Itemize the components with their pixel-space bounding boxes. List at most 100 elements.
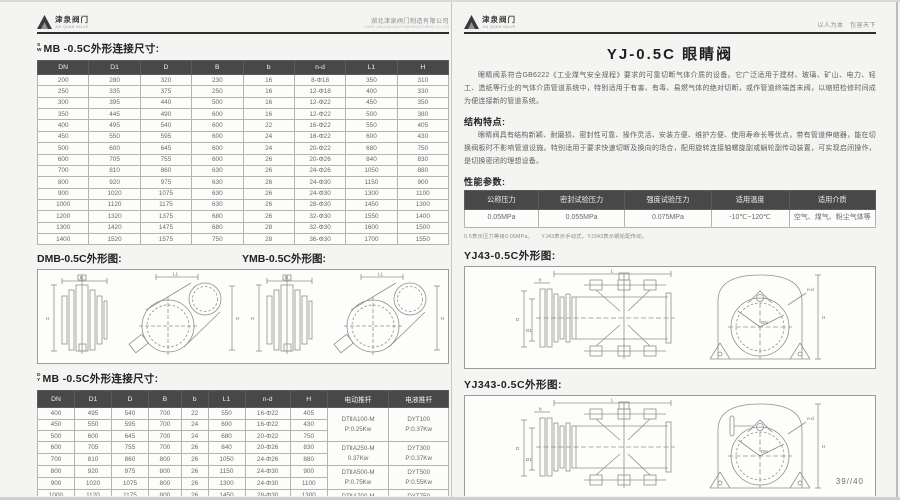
table-cell: 1300: [345, 187, 398, 200]
column-header: n-d: [293, 60, 347, 75]
table-cell: 900: [37, 477, 75, 491]
table-cell: 705: [88, 153, 141, 166]
table-cell: 350: [396, 96, 449, 110]
header-rule: [464, 32, 876, 34]
table-row: 1400 1520 1575 750 28 36-Φ30 1700 1550: [37, 233, 449, 246]
table-cell: 250: [37, 85, 90, 98]
table-cell: 755: [139, 153, 193, 166]
table-row: 300 395 440 500 16 12-Φ22 450 350: [37, 96, 449, 110]
table-row: 800 920 975 630 26 24-Φ30 1150 900: [37, 176, 449, 189]
table-cell: 800: [147, 453, 182, 467]
actuator-cell: DYT750P:0.75Kw: [388, 489, 449, 496]
table-cell: 1550: [345, 210, 398, 223]
company-name: 湖北津泉阀门制造有限公司: [370, 19, 449, 25]
table-cell: 8-Φ18: [293, 73, 347, 87]
table-cell: 空气、煤气、粉尘气体等: [788, 208, 876, 228]
actuator-cell: DTⅡA500-M P:0.75Kw: [326, 465, 390, 491]
table-cell: 1300: [396, 198, 449, 212]
table-cell: 680: [191, 210, 244, 223]
table-cell: 24: [242, 130, 295, 144]
dim-label: H: [251, 316, 254, 321]
page-divider: [451, 2, 452, 497]
table-cell: 1300: [37, 221, 90, 235]
table-cell: 26: [180, 477, 209, 491]
table-cell: 450: [37, 418, 75, 432]
dmb-diagram-title: DMB-0.5C外形图:: [37, 253, 122, 266]
table-cell: 680: [191, 221, 244, 235]
table-cell: 1075: [110, 477, 149, 491]
dim-label: DN: [761, 449, 768, 454]
table-cell: 600: [37, 441, 75, 455]
table-cell: 800: [147, 477, 182, 491]
table-cell: 800: [37, 176, 90, 189]
table-row: 500 600 645 700 24 680 20-Φ22 750: [37, 430, 449, 443]
table-row: 800 920 975 800 26 1150 24-Φ30 900 DTⅡA500-M P:0.…: [37, 465, 449, 491]
table-cell: 400: [345, 85, 398, 98]
table-cell: 900: [396, 176, 449, 189]
dim-label: L: [611, 397, 614, 402]
table-cell: 32-Φ30: [293, 210, 347, 223]
column-header: B: [191, 60, 244, 75]
column-header: D1: [73, 390, 112, 409]
table-cell: 405: [396, 119, 449, 132]
table-cell: 800: [37, 465, 75, 479]
table-cell: 1475: [139, 221, 193, 235]
mb-outline-drawing: B H L1 H B H L1 H: [46, 272, 444, 356]
column-header: 电动推杆: [326, 390, 390, 409]
table-cell: 600: [191, 119, 244, 132]
table-cell: 1600: [345, 221, 398, 235]
table-cell: 1100: [396, 187, 449, 200]
brand-name: 津泉阀门: [482, 15, 516, 24]
mb-outline-drawing-box: B H L1 H B H L1 H: [37, 269, 449, 365]
title-prefix-top: S: [37, 42, 41, 48]
column-header: D: [139, 60, 193, 75]
title-prefix-bottom: W: [37, 47, 42, 53]
features-heading: 结构特点:: [464, 116, 506, 127]
table-cell: 26: [242, 153, 295, 166]
left-page: 津泉阀门 JIN QUAN VALVE 湖北津泉阀门制造有限公司 HUBEI J…: [37, 10, 449, 496]
column-header: L1: [207, 390, 246, 409]
table-row: 200 280 320 230 16 8-Φ18 350 310: [37, 73, 449, 87]
table-cell: 880: [289, 453, 328, 467]
table-cell: 350: [37, 108, 90, 121]
table-cell: 1150: [345, 176, 398, 189]
table-cell: 26: [242, 164, 295, 178]
table-cell: 830: [396, 153, 449, 166]
table-cell: 1120: [88, 198, 141, 212]
yj343-outline-drawing: L b D D1 DN n-d H: [516, 397, 825, 489]
table-cell: 450: [345, 96, 398, 110]
table-cell: 0.075MPa: [624, 208, 712, 228]
column-header: 电液推杆: [388, 390, 449, 409]
table-cell: 395: [88, 96, 141, 110]
table-cell: 630: [191, 187, 244, 200]
dim-label: H: [822, 444, 825, 449]
column-header: 密封试验压力: [537, 189, 626, 210]
table-cell: 1300: [289, 489, 328, 496]
table-cell: 16: [242, 96, 295, 110]
table-cell: 280: [88, 73, 141, 87]
table-cell: 1520: [88, 233, 141, 246]
dim-label: n-d: [807, 287, 814, 292]
table-cell: 800: [147, 465, 182, 479]
table-cell: 310: [396, 73, 449, 87]
column-header: 适用温度: [710, 189, 790, 210]
table-cell: 600: [207, 418, 246, 432]
table-cell: 12-Φ22: [293, 108, 347, 121]
table-cell: 24-Φ26: [244, 453, 291, 467]
table-cell: 28: [242, 221, 295, 235]
performance-params-table: 公称压力 密封试验压力 强度试验压力 适用温度 适用介质 0.05MPa 0.055MPa 0…: [464, 189, 876, 228]
column-header: n-d: [244, 390, 291, 409]
table-cell: 250: [191, 85, 244, 98]
params-heading: 性能参数:: [464, 176, 506, 187]
table-cell: 1120: [73, 489, 112, 496]
table-cell: 26: [180, 441, 209, 455]
table-cell: 1000: [37, 489, 75, 496]
dim-label: B: [80, 275, 83, 280]
table-cell: 1420: [88, 221, 141, 235]
brand-name-en: JIN QUAN VALVE: [482, 25, 516, 29]
table-cell: 900: [289, 465, 328, 479]
actuator-cell: DTⅡA250-M 0.37Kw: [326, 441, 390, 467]
